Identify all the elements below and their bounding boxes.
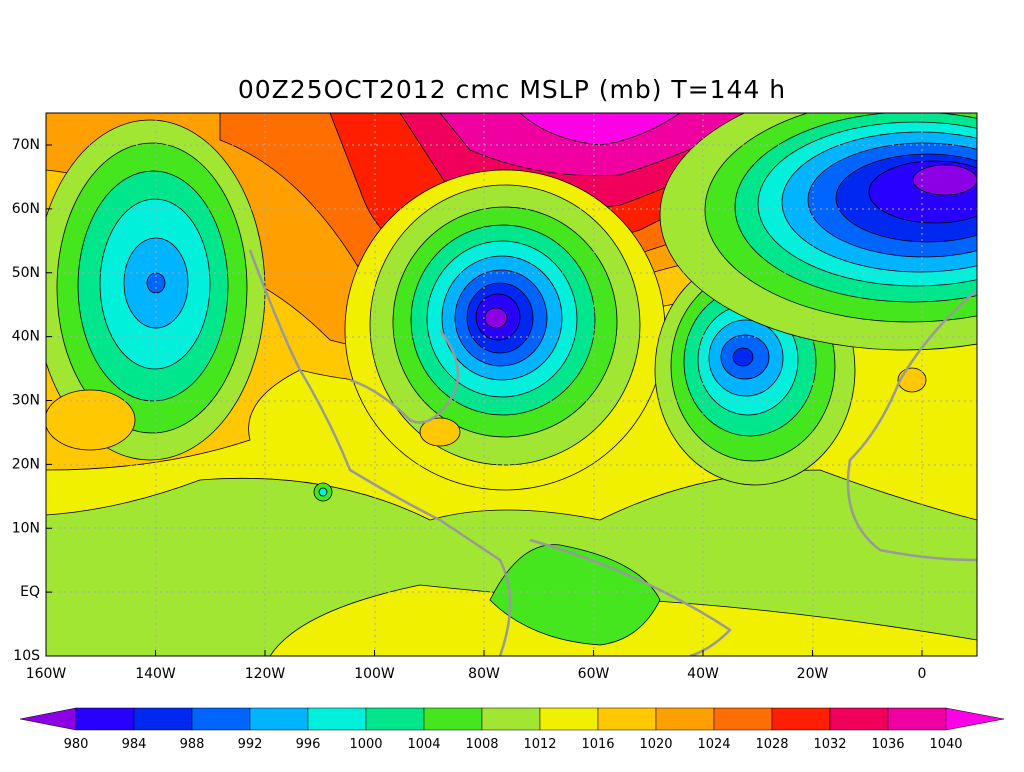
colorbar-label: 980 (64, 737, 89, 752)
colorbar-label: 1016 (581, 737, 614, 752)
lon-label: 40W (687, 666, 719, 682)
lat-label: 70N (12, 137, 40, 153)
lon-label: 80W (468, 666, 500, 682)
map-axes: 70N 60N 50N 40N 30N 20N 10N EQ 10S 160W 140W 120W 10… (12, 137, 927, 682)
pressure-field (46, 113, 977, 656)
colorbar-label: 1028 (755, 737, 788, 752)
colorbar-label: 1012 (523, 737, 556, 752)
lon-label: 0 (918, 666, 927, 682)
lon-label: 120W (245, 666, 286, 682)
colorbar-label: 1024 (697, 737, 730, 752)
field-region (419, 417, 461, 447)
field-region (46, 389, 136, 451)
map-title: 00Z25OCT2012 cmc MSLP (mb) T=144 h (238, 75, 786, 104)
colorbar-box (249, 707, 309, 731)
coastline (529, 538, 732, 656)
colorbar-box (655, 707, 715, 731)
colorbar-box (713, 707, 773, 731)
lat-label: 10S (13, 648, 40, 664)
colorbar-label: 992 (238, 737, 263, 752)
field-region (484, 307, 508, 329)
colorbar-box (75, 707, 135, 731)
field-region (732, 347, 754, 367)
colorbar-label: 1004 (407, 737, 440, 752)
pacific-low (46, 119, 266, 461)
colorbar-label: 984 (122, 737, 147, 752)
lat-label: 30N (12, 393, 40, 409)
lat-label: 60N (12, 201, 40, 217)
field-region (912, 164, 977, 196)
colorbar-box (365, 707, 425, 731)
colorbar-box (133, 707, 193, 731)
lat-label: 50N (12, 265, 40, 281)
lon-label: 160W (26, 666, 67, 682)
colorbar-label: 988 (180, 737, 205, 752)
colorbar-box (481, 707, 541, 731)
atlantic-low (344, 169, 666, 491)
coastline (248, 249, 512, 656)
map-frame (45, 112, 978, 657)
grid-line (155, 113, 923, 656)
lon-label: 140W (135, 666, 176, 682)
colorbar-label: 996 (296, 737, 321, 752)
colorbar-box (307, 707, 367, 731)
colorbar-box (887, 707, 947, 731)
colorbar-box (771, 707, 831, 731)
field-region (318, 487, 328, 497)
colorbar-box (597, 707, 657, 731)
field-region (519, 113, 681, 146)
lat-label: EQ (20, 584, 40, 600)
lat-label: 20N (12, 456, 40, 472)
colorbar-above (945, 707, 1005, 731)
lat-label: 10N (12, 520, 40, 536)
lon-label: 20W (797, 666, 829, 682)
graticule (46, 113, 977, 656)
colorbar-label: 1000 (349, 737, 382, 752)
colorbar-box (423, 707, 483, 731)
colorbar-label: 1032 (813, 737, 846, 752)
colorbar-label: 1036 (871, 737, 904, 752)
colorbar-box (539, 707, 599, 731)
colorbar: 980 984 988 992 996 1000 1004 1008 1012 1016 1020 1… (19, 707, 1005, 752)
lat-label: 40N (12, 329, 40, 345)
lon-label: 100W (354, 666, 395, 682)
colorbar-label: 1020 (639, 737, 672, 752)
colorbar-label: 1008 (465, 737, 498, 752)
coastline (349, 329, 460, 424)
colorbar-box (191, 707, 251, 731)
colorbar-label: 1040 (929, 737, 962, 752)
colorbar-below (19, 707, 77, 731)
colorbar-box (829, 707, 889, 731)
lon-label: 60W (578, 666, 610, 682)
northeast-low (659, 113, 977, 351)
